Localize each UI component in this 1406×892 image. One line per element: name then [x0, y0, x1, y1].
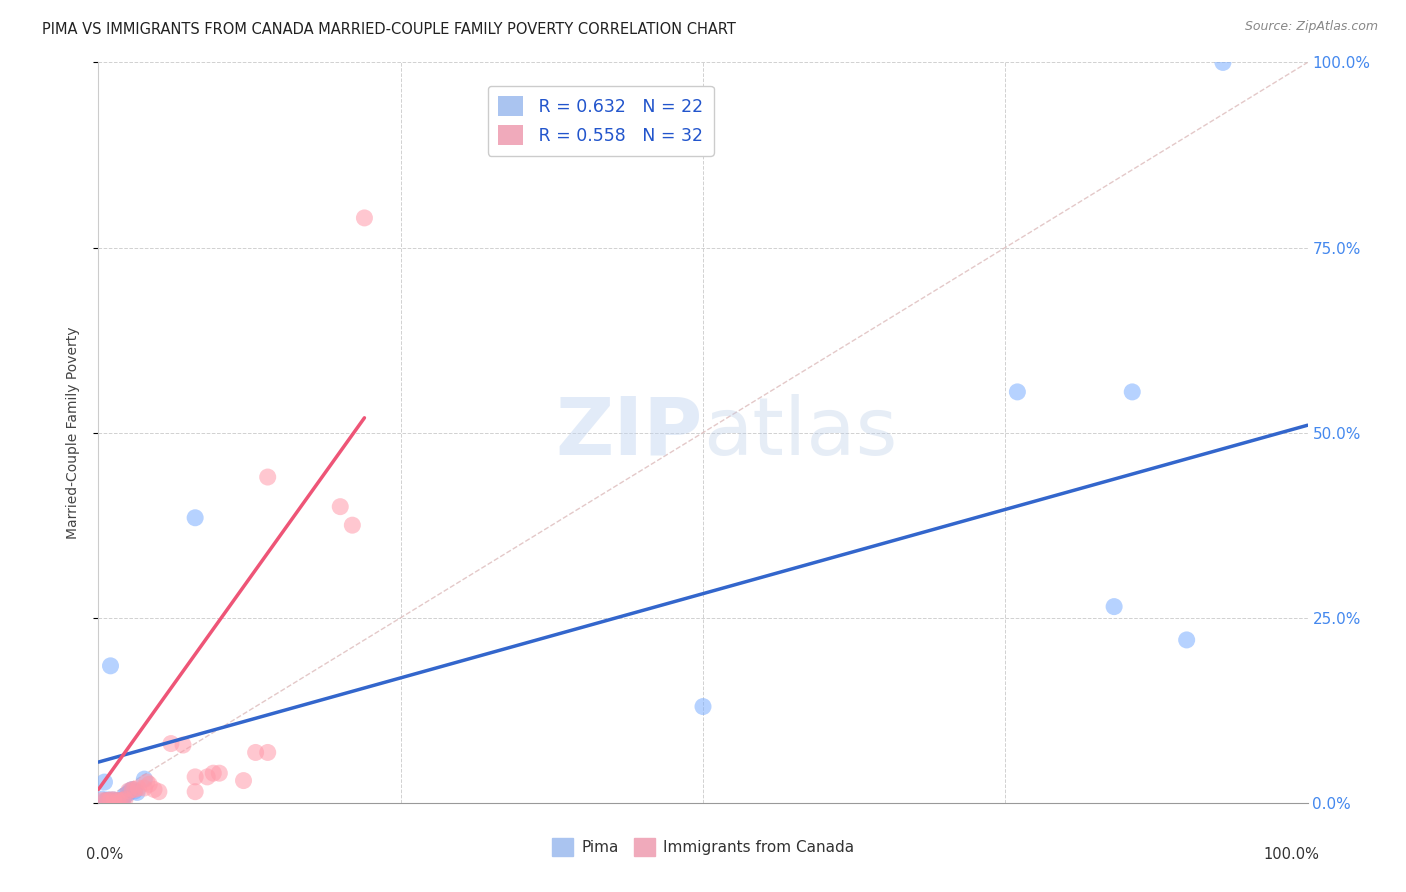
Point — [117, 787, 139, 801]
Point — [100, 658, 122, 673]
Point — [97, 793, 120, 807]
Point — [127, 780, 149, 795]
Point — [91, 794, 114, 808]
Point — [124, 784, 146, 798]
Text: 0.0%: 0.0% — [86, 847, 124, 863]
Point — [208, 766, 231, 780]
Point — [195, 770, 218, 784]
Point — [202, 766, 225, 780]
Point — [100, 793, 122, 807]
Point — [108, 794, 131, 808]
Point — [353, 211, 375, 225]
Point — [118, 784, 141, 798]
Text: 100.0%: 100.0% — [1264, 847, 1320, 863]
Point — [111, 793, 134, 807]
Point — [256, 470, 278, 484]
Point — [1121, 384, 1143, 399]
Point — [138, 777, 160, 791]
Point — [1007, 384, 1029, 399]
Point — [1175, 632, 1198, 647]
Text: Source: ZipAtlas.com: Source: ZipAtlas.com — [1244, 20, 1378, 33]
Point — [148, 785, 170, 799]
Point — [107, 794, 129, 808]
Point — [103, 793, 125, 807]
Point — [94, 794, 117, 808]
Point — [172, 738, 194, 752]
Point — [100, 794, 122, 808]
Text: PIMA VS IMMIGRANTS FROM CANADA MARRIED-COUPLE FAMILY POVERTY CORRELATION CHART: PIMA VS IMMIGRANTS FROM CANADA MARRIED-C… — [42, 22, 737, 37]
Point — [114, 789, 136, 803]
Point — [114, 792, 136, 806]
Point — [111, 794, 134, 808]
Point — [143, 782, 166, 797]
Point — [342, 518, 364, 533]
Point — [1212, 55, 1234, 70]
Point — [121, 782, 143, 797]
Legend: Pima, Immigrants from Canada: Pima, Immigrants from Canada — [546, 832, 860, 862]
Point — [101, 793, 124, 807]
Point — [232, 773, 254, 788]
Point — [94, 794, 117, 808]
Point — [135, 775, 157, 789]
Point — [108, 794, 131, 808]
Point — [245, 746, 267, 760]
Point — [134, 772, 156, 786]
Point — [124, 782, 146, 797]
Point — [256, 746, 278, 760]
Point — [134, 780, 156, 795]
Point — [184, 510, 207, 524]
Point — [184, 785, 207, 799]
Text: atlas: atlas — [703, 393, 897, 472]
Point — [127, 785, 149, 799]
Point — [160, 737, 183, 751]
Point — [97, 794, 120, 808]
Point — [692, 699, 714, 714]
Text: ZIP: ZIP — [555, 393, 703, 472]
Point — [118, 784, 141, 798]
Point — [184, 770, 207, 784]
Point — [1102, 599, 1125, 614]
Point — [329, 500, 352, 514]
Y-axis label: Married-Couple Family Poverty: Married-Couple Family Poverty — [66, 326, 80, 539]
Point — [105, 794, 128, 808]
Point — [91, 792, 114, 806]
Point — [121, 782, 143, 797]
Point — [93, 775, 115, 789]
